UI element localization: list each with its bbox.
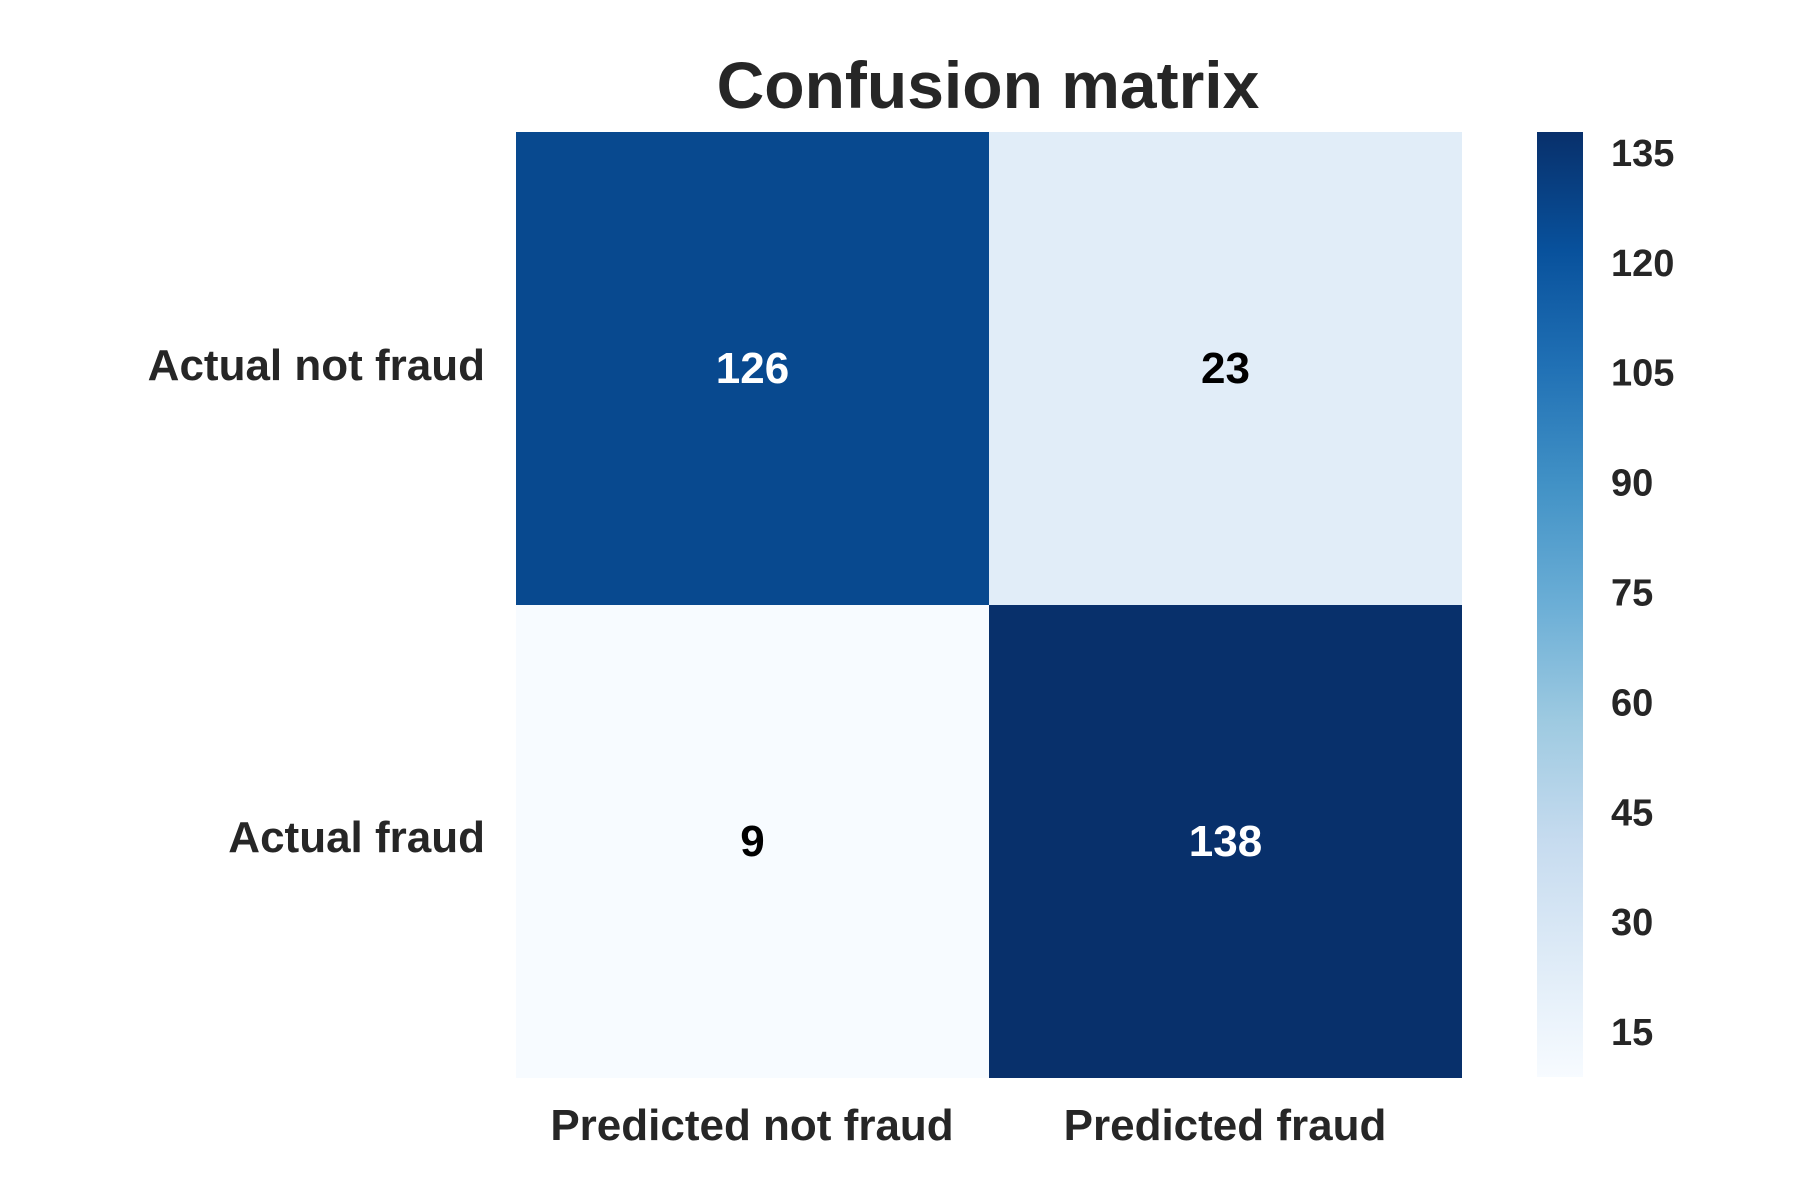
col-label-predicted-fraud: Predicted fraud (1064, 1101, 1387, 1150)
heatmap-value-r0-c0: 126 (716, 344, 789, 393)
colorbar-tick-30: 30 (1611, 902, 1653, 944)
colorbar-tick-60: 60 (1611, 682, 1653, 724)
colorbar-tick-15: 15 (1611, 1012, 1653, 1054)
colorbar-tick-75: 75 (1611, 573, 1653, 615)
heatmap-value-r1-c1: 138 (1189, 817, 1262, 866)
heatmap-cell-r0-c0 (516, 132, 989, 605)
colorbar-ticks: 15 30 45 60 75 90 105 120 135 (1611, 133, 1674, 1054)
colorbar-tick-105: 105 (1611, 353, 1674, 395)
heatmap-cell-r1-c0 (516, 605, 989, 1078)
row-label-actual-not-fraud: Actual not fraud (148, 341, 485, 390)
colorbar-tick-120: 120 (1611, 243, 1674, 285)
heatmap-value-r1-c0: 9 (740, 817, 764, 866)
heatmap-cell-values: 126 23 9 138 (716, 344, 1262, 866)
colorbar-tick-45: 45 (1611, 792, 1653, 834)
heatmap-cell-r0-c1 (989, 132, 1462, 605)
colorbar (1537, 132, 1583, 1077)
heatmap-cell-r1-c1 (989, 605, 1462, 1078)
row-label-actual-fraud: Actual fraud (228, 813, 485, 862)
heatmap-cells (516, 132, 1462, 1078)
colorbar-tick-90: 90 (1611, 463, 1653, 505)
col-label-predicted-not-fraud: Predicted not fraud (550, 1101, 953, 1150)
colorbar-tick-135: 135 (1611, 133, 1674, 175)
chart-title: Confusion matrix (717, 48, 1260, 122)
heatmap-value-r0-c1: 23 (1201, 344, 1250, 393)
